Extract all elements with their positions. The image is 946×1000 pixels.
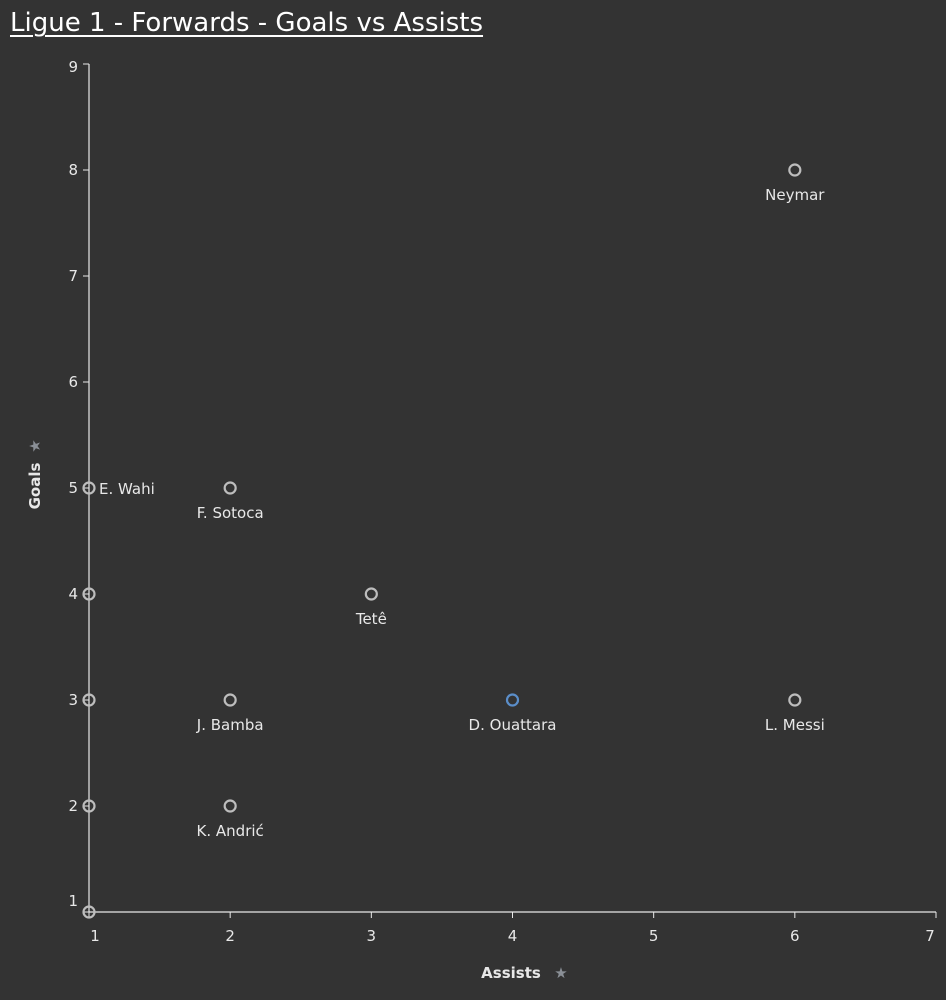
x-tick-label: 3 <box>367 927 377 945</box>
y-tick-label: 8 <box>68 161 78 179</box>
data-point <box>364 587 378 601</box>
y-tick-label: 1 <box>68 892 78 910</box>
data-point-label: L. Messi <box>765 716 825 734</box>
pin-icon: ★ <box>554 964 567 982</box>
x-tick-label: 2 <box>225 927 235 945</box>
data-point <box>505 693 520 707</box>
data-point <box>82 481 96 495</box>
data-point <box>82 587 96 601</box>
data-point-label: J. Bamba <box>196 716 264 734</box>
data-point <box>788 163 802 177</box>
data-point <box>82 693 96 707</box>
x-tick-label: 7 <box>925 927 935 945</box>
y-tick-label: 6 <box>68 373 78 391</box>
data-point <box>223 693 237 707</box>
y-tick-label: 4 <box>68 585 78 603</box>
data-point-label: F. Sotoca <box>197 504 264 522</box>
data-point-label: Neymar <box>765 186 825 204</box>
data-point-label: K. Andrić <box>197 822 264 840</box>
y-tick-label: 9 <box>68 58 78 76</box>
x-tick-label: 5 <box>649 927 659 945</box>
x-tick-label: 4 <box>508 927 518 945</box>
y-tick-label: 5 <box>68 479 78 497</box>
chart-title: Ligue 1 - Forwards - Goals vs Assists <box>10 8 484 38</box>
data-point <box>223 799 237 813</box>
y-tick-label: 3 <box>68 691 78 709</box>
data-point-label: Tetê <box>355 610 387 628</box>
y-axis-title: Goals <box>26 463 44 510</box>
x-tick-label: 6 <box>790 927 800 945</box>
data-point <box>788 693 802 707</box>
pin-icon: ★ <box>26 439 44 452</box>
data-point-label: D. Ouattara <box>469 716 557 734</box>
data-point-label: E. Wahi <box>99 480 155 498</box>
x-axis-title: Assists <box>481 964 541 982</box>
data-point <box>82 799 96 813</box>
y-tick-label: 7 <box>68 267 78 285</box>
x-tick-label: 1 <box>90 927 100 945</box>
data-point <box>223 481 237 495</box>
y-tick-label: 2 <box>68 797 78 815</box>
data-point <box>82 905 96 919</box>
